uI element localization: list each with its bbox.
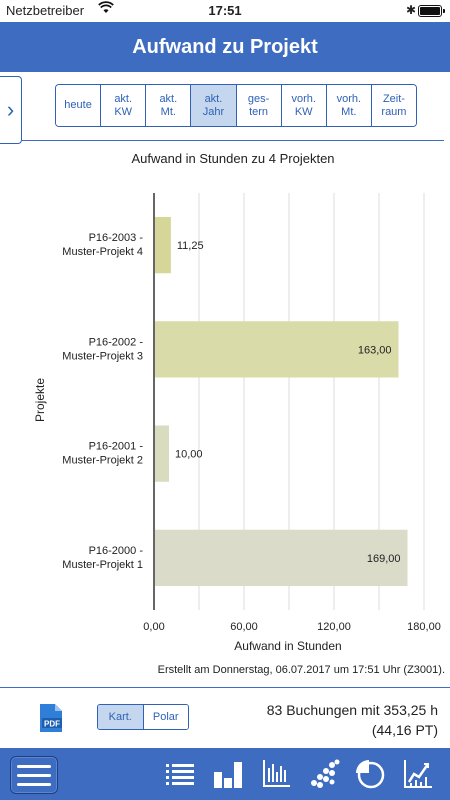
- divider: [0, 687, 450, 688]
- bar[interactable]: [155, 321, 399, 378]
- page-title: Aufwand zu Projekt: [132, 36, 318, 58]
- period-segment[interactable]: Zeit- raum: [371, 85, 416, 126]
- polar-toggle[interactable]: Polar: [142, 705, 188, 729]
- value-label: 163,00: [358, 344, 392, 356]
- category-label: P16-2001 -: [89, 441, 144, 453]
- scatter-icon[interactable]: [308, 758, 340, 790]
- y-axis-label: Projekte: [33, 378, 47, 422]
- chart-mode-toggle: Kart. Polar: [97, 704, 189, 730]
- bar[interactable]: [155, 216, 171, 274]
- period-segment[interactable]: vorh. KW: [281, 85, 327, 126]
- booking-summary: 83 Buchungen mit 353,25 h (44,16 PT): [267, 700, 438, 740]
- svg-text:PDF: PDF: [44, 720, 60, 729]
- x-tick-label: 0,00: [143, 621, 164, 633]
- x-tick-label: 60,00: [230, 621, 258, 633]
- period-segment[interactable]: vorh. Mt.: [326, 85, 372, 126]
- period-selector: heute akt. KW akt. Mt. akt. Jahr ges- tern vo…: [55, 84, 417, 127]
- value-label: 10,00: [175, 449, 203, 461]
- value-label: 11,25: [177, 240, 204, 252]
- period-segment[interactable]: akt. KW: [101, 85, 147, 126]
- battery-icon: [418, 5, 445, 17]
- x-tick-label: 180,00: [407, 621, 441, 633]
- bar-chart-icon[interactable]: [212, 758, 244, 790]
- pdf-export-icon[interactable]: PDF: [36, 703, 66, 733]
- summary-bookings: 83 Buchungen mit 353,25 h: [266, 702, 438, 718]
- chevron-right-icon: ›: [6, 97, 15, 122]
- timeline-chart-icon[interactable]: [260, 758, 292, 790]
- list-icon[interactable]: [164, 758, 196, 790]
- x-tick-label: 120,00: [317, 621, 351, 633]
- bluetooth-icon: ✱: [406, 3, 417, 17]
- line-chart-icon[interactable]: [402, 758, 434, 790]
- value-label: 169,00: [367, 553, 401, 565]
- bar[interactable]: [155, 529, 408, 587]
- bar-chart: Aufwand in Stunden zu 4 Projekten P16-20…: [0, 145, 450, 685]
- category-label: Muster-Projekt 3: [62, 350, 143, 362]
- nav-bar: Aufwand zu Projekt: [0, 22, 450, 72]
- period-segment[interactable]: heute: [56, 85, 102, 126]
- category-label: Muster-Projekt 1: [62, 559, 143, 571]
- category-label: P16-2002 -: [89, 336, 144, 348]
- hamburger-icon[interactable]: [10, 756, 58, 794]
- period-segment[interactable]: ges- tern: [236, 85, 282, 126]
- side-panel-toggle[interactable]: ›: [0, 76, 22, 144]
- status-time: 17:51: [208, 3, 242, 18]
- period-segment[interactable]: akt. Jahr: [191, 85, 237, 126]
- created-note: Erstellt am Donnerstag, 06.07.2017 um 17…: [157, 664, 445, 676]
- category-label: P16-2000 -: [89, 545, 144, 557]
- bar[interactable]: [155, 425, 169, 482]
- period-segment[interactable]: akt. Mt.: [146, 85, 192, 126]
- chart-canvas: Aufwand in Stunden zu 4 Projekten P16-20…: [33, 151, 441, 653]
- pie-icon[interactable]: [354, 758, 386, 790]
- carrier-label: Netzbetreiber: [6, 3, 85, 18]
- category-label: Muster-Projekt 4: [62, 246, 143, 258]
- x-axis-label: Aufwand in Stunden: [234, 639, 341, 653]
- divider: [22, 140, 444, 141]
- category-label: Muster-Projekt 2: [62, 455, 143, 467]
- cartesian-toggle[interactable]: Kart.: [98, 705, 143, 729]
- summary-person-days: (44,16 PT): [371, 722, 438, 738]
- tab-bar: [0, 748, 450, 800]
- category-label: P16-2003 -: [89, 232, 144, 244]
- chart-title: Aufwand in Stunden zu 4 Projekten: [131, 151, 334, 166]
- wifi-icon: [98, 1, 114, 18]
- status-bar: Netzbetreiber 17:51 ✱: [0, 0, 450, 22]
